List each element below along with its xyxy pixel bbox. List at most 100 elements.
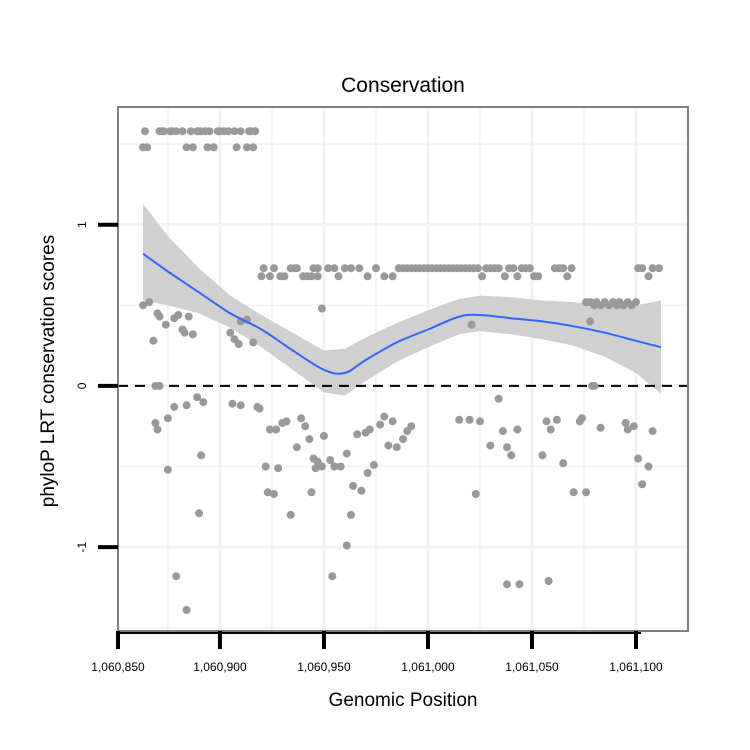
data-point [494,394,503,403]
data-point [473,264,482,273]
data-point [236,401,245,410]
data-point [471,490,480,498]
data-point [355,264,364,273]
data-point [236,127,245,136]
data-point [270,264,278,273]
data-point [500,272,509,281]
data-point [249,338,258,347]
data-point [567,264,576,273]
data-point [544,577,553,585]
plot-panel [118,107,688,631]
x-tick-label: 1,060,850 [91,660,145,674]
data-point [163,465,172,474]
x-axis: 1,060,850 1,060,900 1,060,950 1,061,000 1,06… [91,631,663,674]
data-point [163,414,172,423]
data-point [188,143,197,152]
data-point [149,336,158,345]
x-tick-label: 1,061,000 [401,660,455,674]
data-point [313,264,322,273]
data-point [174,311,183,319]
data-point [563,272,572,281]
data-point [203,143,212,152]
data-point [542,417,551,426]
data-point [342,541,351,550]
data-point [407,422,416,431]
data-point [336,462,345,471]
data-point [465,415,474,424]
data-point [209,143,218,152]
y-axis-label: phyloP LRT conservation scores [38,235,59,508]
data-point [155,312,164,321]
data-point [292,264,301,273]
data-point [363,272,372,281]
data-point [638,480,647,489]
x-tick-label: 1,060,900 [193,660,247,674]
data-point [486,441,495,450]
data-point [330,462,339,471]
y-tick-label: 1 [75,221,89,228]
x-tick-label: 1,060,950 [297,660,351,674]
data-point [334,272,343,281]
data-point [503,580,511,589]
data-point [286,510,295,519]
data-point [145,298,154,307]
data-point [644,272,653,281]
data-point [161,320,170,329]
data-point [270,490,278,498]
data-point [330,264,339,273]
data-point [372,264,380,273]
data-point [365,425,374,434]
y-tick-label: 0 [75,382,89,389]
data-point [629,422,638,431]
data-point [388,272,397,281]
data-point [632,298,640,307]
data-point [559,459,568,468]
data-point [172,572,181,581]
data-point [369,460,378,469]
data-point [590,381,599,390]
data-point [243,143,251,152]
data-point [307,488,316,497]
data-point [467,320,476,329]
data-point [388,417,397,426]
data-point [182,401,191,410]
data-point [546,425,555,434]
data-point [324,264,333,273]
data-point [159,127,168,136]
confidence-ribbon [143,203,661,396]
data-point [263,488,272,497]
panel-border [117,106,689,632]
x-axis-label: Genomic Position [329,690,478,711]
data-point [623,425,632,434]
data-point [292,443,301,452]
y-tick-label: -1 [75,542,89,553]
data-point [261,462,270,471]
data-point [347,510,355,519]
data-point [317,304,326,313]
data-point [498,427,507,436]
data-point [153,425,162,434]
data-point [232,143,241,152]
data-point [634,454,643,463]
data-point [186,127,195,136]
data-point [265,272,274,281]
data-point [274,464,283,473]
data-point [180,328,189,337]
data-point [559,264,568,273]
data-point [255,404,264,413]
data-point [272,425,281,434]
data-point [380,412,389,421]
data-point [513,425,522,434]
data-point [184,312,193,321]
data-point [648,264,657,273]
data-point [582,488,591,497]
data-point [638,264,647,273]
data-point [513,272,522,281]
data-point [313,272,322,281]
data-point [195,509,204,518]
data-point [342,449,351,458]
data-point [141,127,149,136]
data-point [384,441,393,450]
data-point [139,301,147,310]
data-point [357,486,366,495]
